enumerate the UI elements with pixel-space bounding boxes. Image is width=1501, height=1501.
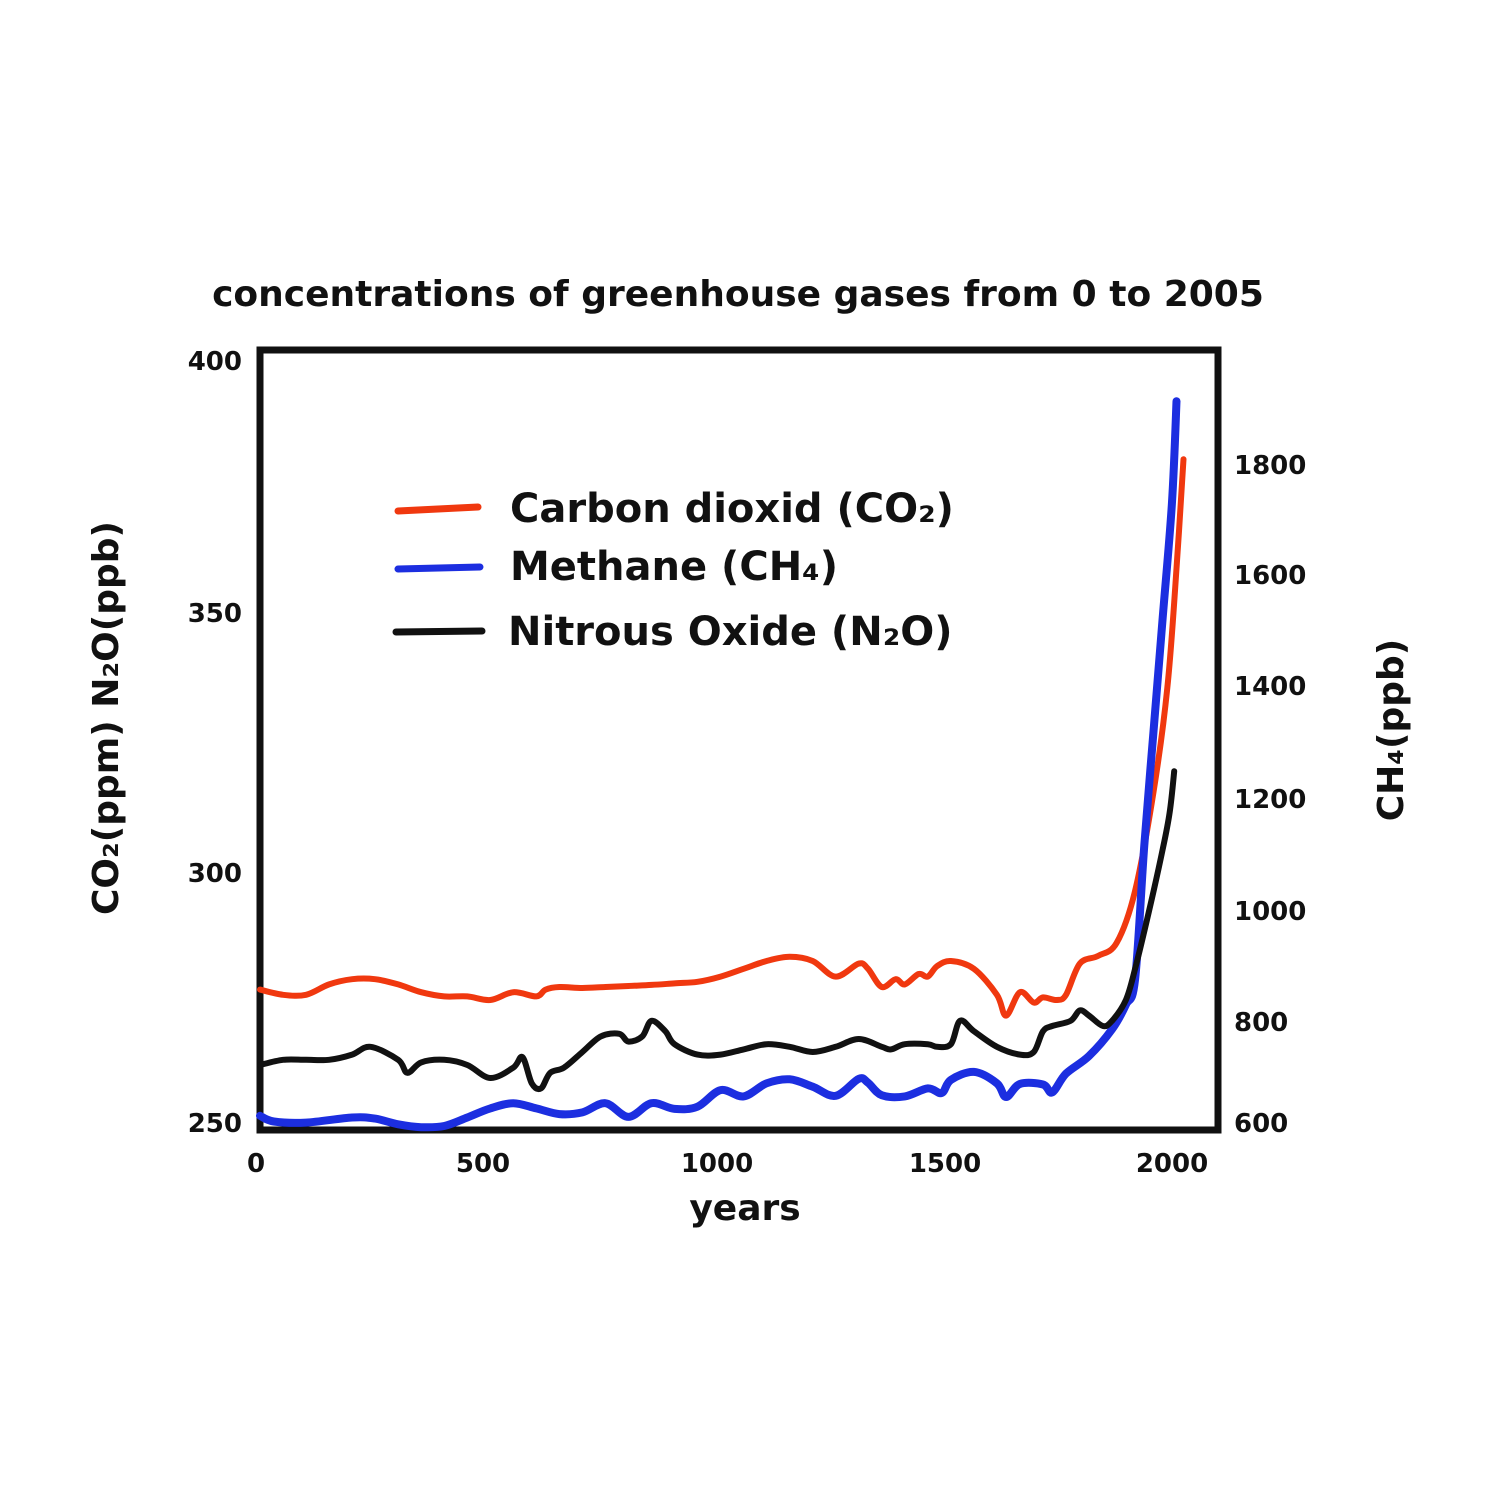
legend-swatch-ch4 — [394, 563, 484, 573]
y-right-axis-label: CH₄(ppb) — [1371, 639, 1412, 822]
y-right-tick-label: 1200 — [1234, 785, 1306, 815]
y-right-tick-label: 600 — [1234, 1109, 1288, 1139]
series-line-co2 — [257, 456, 1187, 1019]
chart-title: concentrations of greenhouse gases from … — [212, 274, 1264, 315]
y-right-tick-label: 1800 — [1234, 451, 1306, 481]
y-right-tick-label: 1400 — [1234, 672, 1306, 702]
x-tick-label: 2000 — [1136, 1149, 1208, 1179]
x-tick-label: 1000 — [681, 1149, 753, 1179]
x-tick-label: 0 — [247, 1149, 265, 1179]
y-right-tick-label: 1000 — [1234, 897, 1306, 927]
legend-item-co2: Carbon dioxid (CO₂) — [394, 486, 954, 532]
y-left-axis-label: CO₂(ppm) N₂O(ppb) — [86, 521, 127, 915]
series-line-n2o — [257, 768, 1178, 1093]
x-tick-labels: 0 500 1000 1500 2000 — [247, 1149, 1208, 1179]
legend-swatch-n2o — [392, 627, 486, 636]
y-right-tick-label: 800 — [1234, 1008, 1288, 1038]
legend-swatch-co2 — [394, 503, 482, 515]
legend: Carbon dioxid (CO₂) Methane (CH₄) Nitrou… — [392, 486, 954, 655]
legend-item-ch4: Methane (CH₄) — [394, 544, 838, 590]
series-lines — [256, 397, 1187, 1132]
legend-item-n2o: Nitrous Oxide (N₂O) — [392, 609, 953, 655]
y-left-tick-label: 350 — [188, 599, 242, 629]
x-axis-label: years — [689, 1188, 800, 1229]
legend-label-ch4: Methane (CH₄) — [510, 544, 838, 590]
y-right-tick-label: 1600 — [1234, 561, 1306, 591]
legend-label-co2: Carbon dioxid (CO₂) — [510, 486, 954, 532]
plot-frame — [256, 346, 1222, 1134]
y-right-tick-labels: 1800 1600 1400 1200 1000 800 600 — [1234, 451, 1306, 1139]
x-tick-label: 1500 — [909, 1149, 981, 1179]
series-line-ch4 — [256, 397, 1181, 1132]
y-left-tick-label: 300 — [188, 859, 242, 889]
y-left-tick-label: 250 — [188, 1109, 242, 1139]
y-left-tick-labels: 400 350 300 250 — [188, 347, 242, 1139]
y-left-tick-label: 400 — [188, 347, 242, 377]
x-tick-label: 500 — [456, 1149, 510, 1179]
legend-label-n2o: Nitrous Oxide (N₂O) — [508, 609, 953, 655]
